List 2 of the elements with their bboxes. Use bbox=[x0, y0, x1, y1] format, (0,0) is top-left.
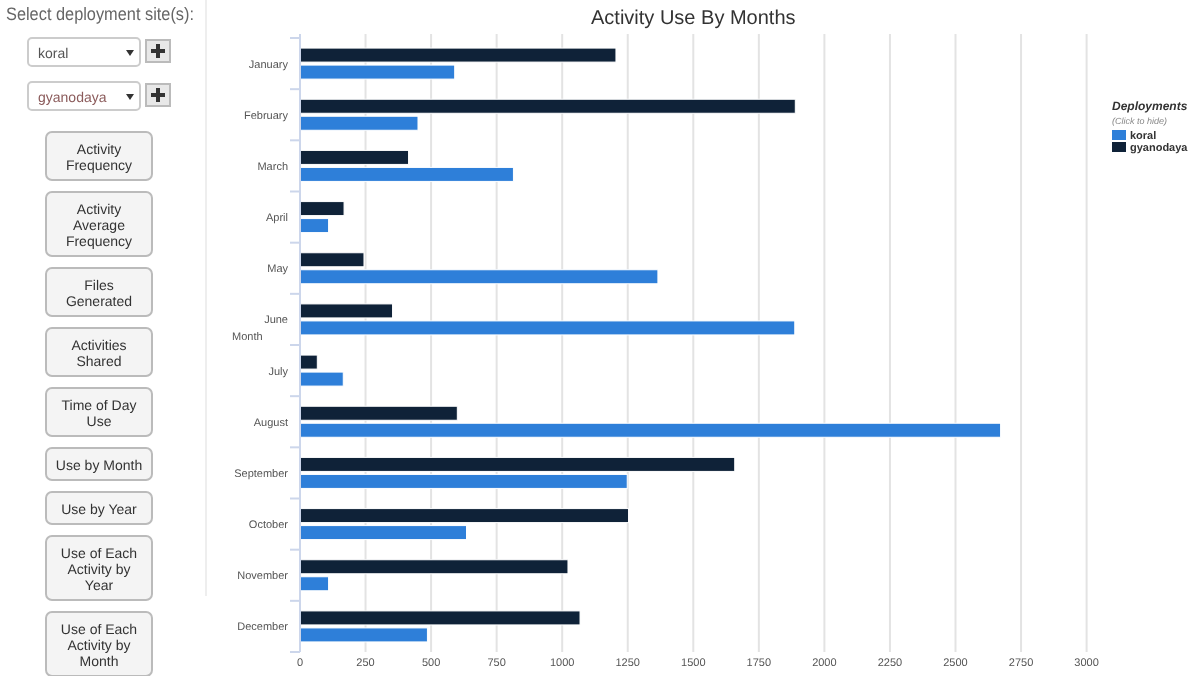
text: Select deployment site(s): bbox=[6, 4, 214, 24]
chart-title: Activity Use By Months bbox=[591, 8, 796, 30]
